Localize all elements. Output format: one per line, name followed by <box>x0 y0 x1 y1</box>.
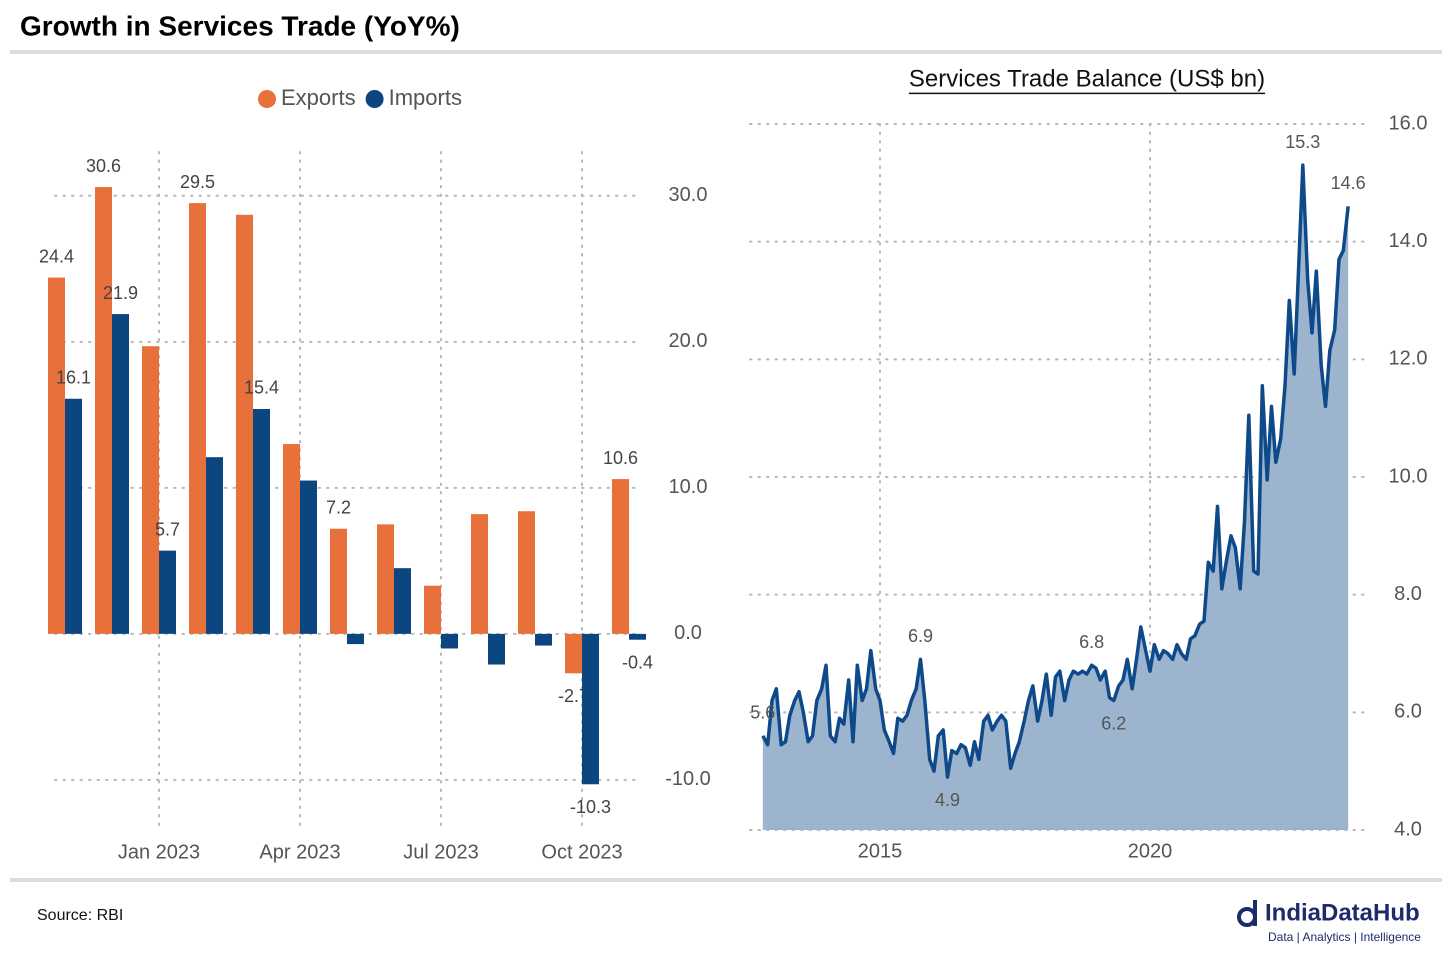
x-tick-label: Oct 2023 <box>541 841 622 863</box>
data-label: 14.6 <box>1331 173 1366 193</box>
legend-label: Imports <box>389 85 462 110</box>
legend-marker <box>258 90 276 108</box>
data-label: -2.7 <box>558 686 589 706</box>
bar <box>159 550 176 634</box>
bar <box>441 633 458 649</box>
x-tick-label: 2015 <box>858 840 903 862</box>
data-label: 6.8 <box>1079 632 1104 652</box>
bar <box>330 528 347 634</box>
legend-label: Exports <box>281 85 356 110</box>
bar <box>629 633 646 640</box>
bar <box>206 457 223 634</box>
bar <box>48 277 65 634</box>
logo-icon-stem <box>1253 900 1257 926</box>
data-label: 15.3 <box>1285 132 1320 152</box>
bar <box>471 514 488 634</box>
bar <box>582 633 599 785</box>
data-label: 29.5 <box>180 172 215 192</box>
x-tick-label: 2020 <box>1128 840 1173 862</box>
y-tick-label: 6.0 <box>1394 701 1422 723</box>
data-label: -0.4 <box>622 652 653 672</box>
legend-marker <box>365 90 384 108</box>
area <box>762 165 1349 830</box>
y-tick-label: 14.0 <box>1389 230 1428 252</box>
bar <box>283 444 300 634</box>
y-tick-label: 16.0 <box>1389 112 1428 134</box>
y-tick-label: 10.0 <box>1389 465 1428 487</box>
bar <box>300 480 317 634</box>
bar <box>612 479 629 634</box>
y-tick-label: 0.0 <box>674 622 702 644</box>
bar <box>394 568 411 634</box>
bar <box>236 214 253 634</box>
y-tick-label: 20.0 <box>669 330 708 352</box>
bar <box>518 511 535 634</box>
bar <box>347 633 364 645</box>
bar <box>424 585 441 634</box>
bar <box>535 633 552 646</box>
bar <box>377 524 394 634</box>
bar <box>253 408 270 634</box>
y-tick-label: 10.0 <box>669 476 708 498</box>
line <box>761 163 1350 779</box>
chart-title: Services Trade Balance (US$ bn) <box>909 65 1265 92</box>
y-tick-label: 30.0 <box>669 184 708 206</box>
data-label: 7.2 <box>326 497 351 517</box>
data-label: 6.9 <box>908 626 933 646</box>
data-label: 30.6 <box>86 156 121 176</box>
logo-tagline: Data | Analytics | Intelligence <box>1268 930 1421 944</box>
data-label: 21.9 <box>103 283 138 303</box>
bar <box>488 633 505 665</box>
bottom-divider <box>10 878 1442 882</box>
data-label: 15.4 <box>244 378 279 398</box>
y-tick-label: 12.0 <box>1389 348 1428 370</box>
data-label: -10.3 <box>570 797 611 817</box>
data-label: 4.9 <box>935 790 960 810</box>
bar <box>565 633 582 674</box>
data-label: 5.7 <box>155 519 180 539</box>
page-title: Growth in Services Trade (YoY%) <box>20 10 460 41</box>
data-label: 24.4 <box>39 246 74 266</box>
source-note: Source: RBI <box>37 907 123 924</box>
data-label: 5.6 <box>750 703 775 723</box>
bar <box>112 314 129 634</box>
y-tick-label: 4.0 <box>1394 818 1422 840</box>
x-tick-label: Apr 2023 <box>259 841 340 863</box>
bar <box>65 398 82 634</box>
data-label: 10.6 <box>603 448 638 468</box>
y-tick-label: -10.0 <box>665 768 711 790</box>
y-tick-label: 8.0 <box>1394 583 1422 605</box>
x-tick-label: Jul 2023 <box>403 841 479 863</box>
bar <box>142 346 159 634</box>
x-tick-label: Jan 2023 <box>118 841 200 863</box>
top-divider <box>10 50 1442 54</box>
logo: IndiaDataHub Data | Analytics | Intellig… <box>1237 899 1421 944</box>
bar <box>95 187 112 634</box>
bar <box>189 203 206 634</box>
logo-name: IndiaDataHub <box>1265 899 1420 926</box>
data-label: 6.2 <box>1101 713 1126 733</box>
data-label: 16.1 <box>56 368 91 388</box>
